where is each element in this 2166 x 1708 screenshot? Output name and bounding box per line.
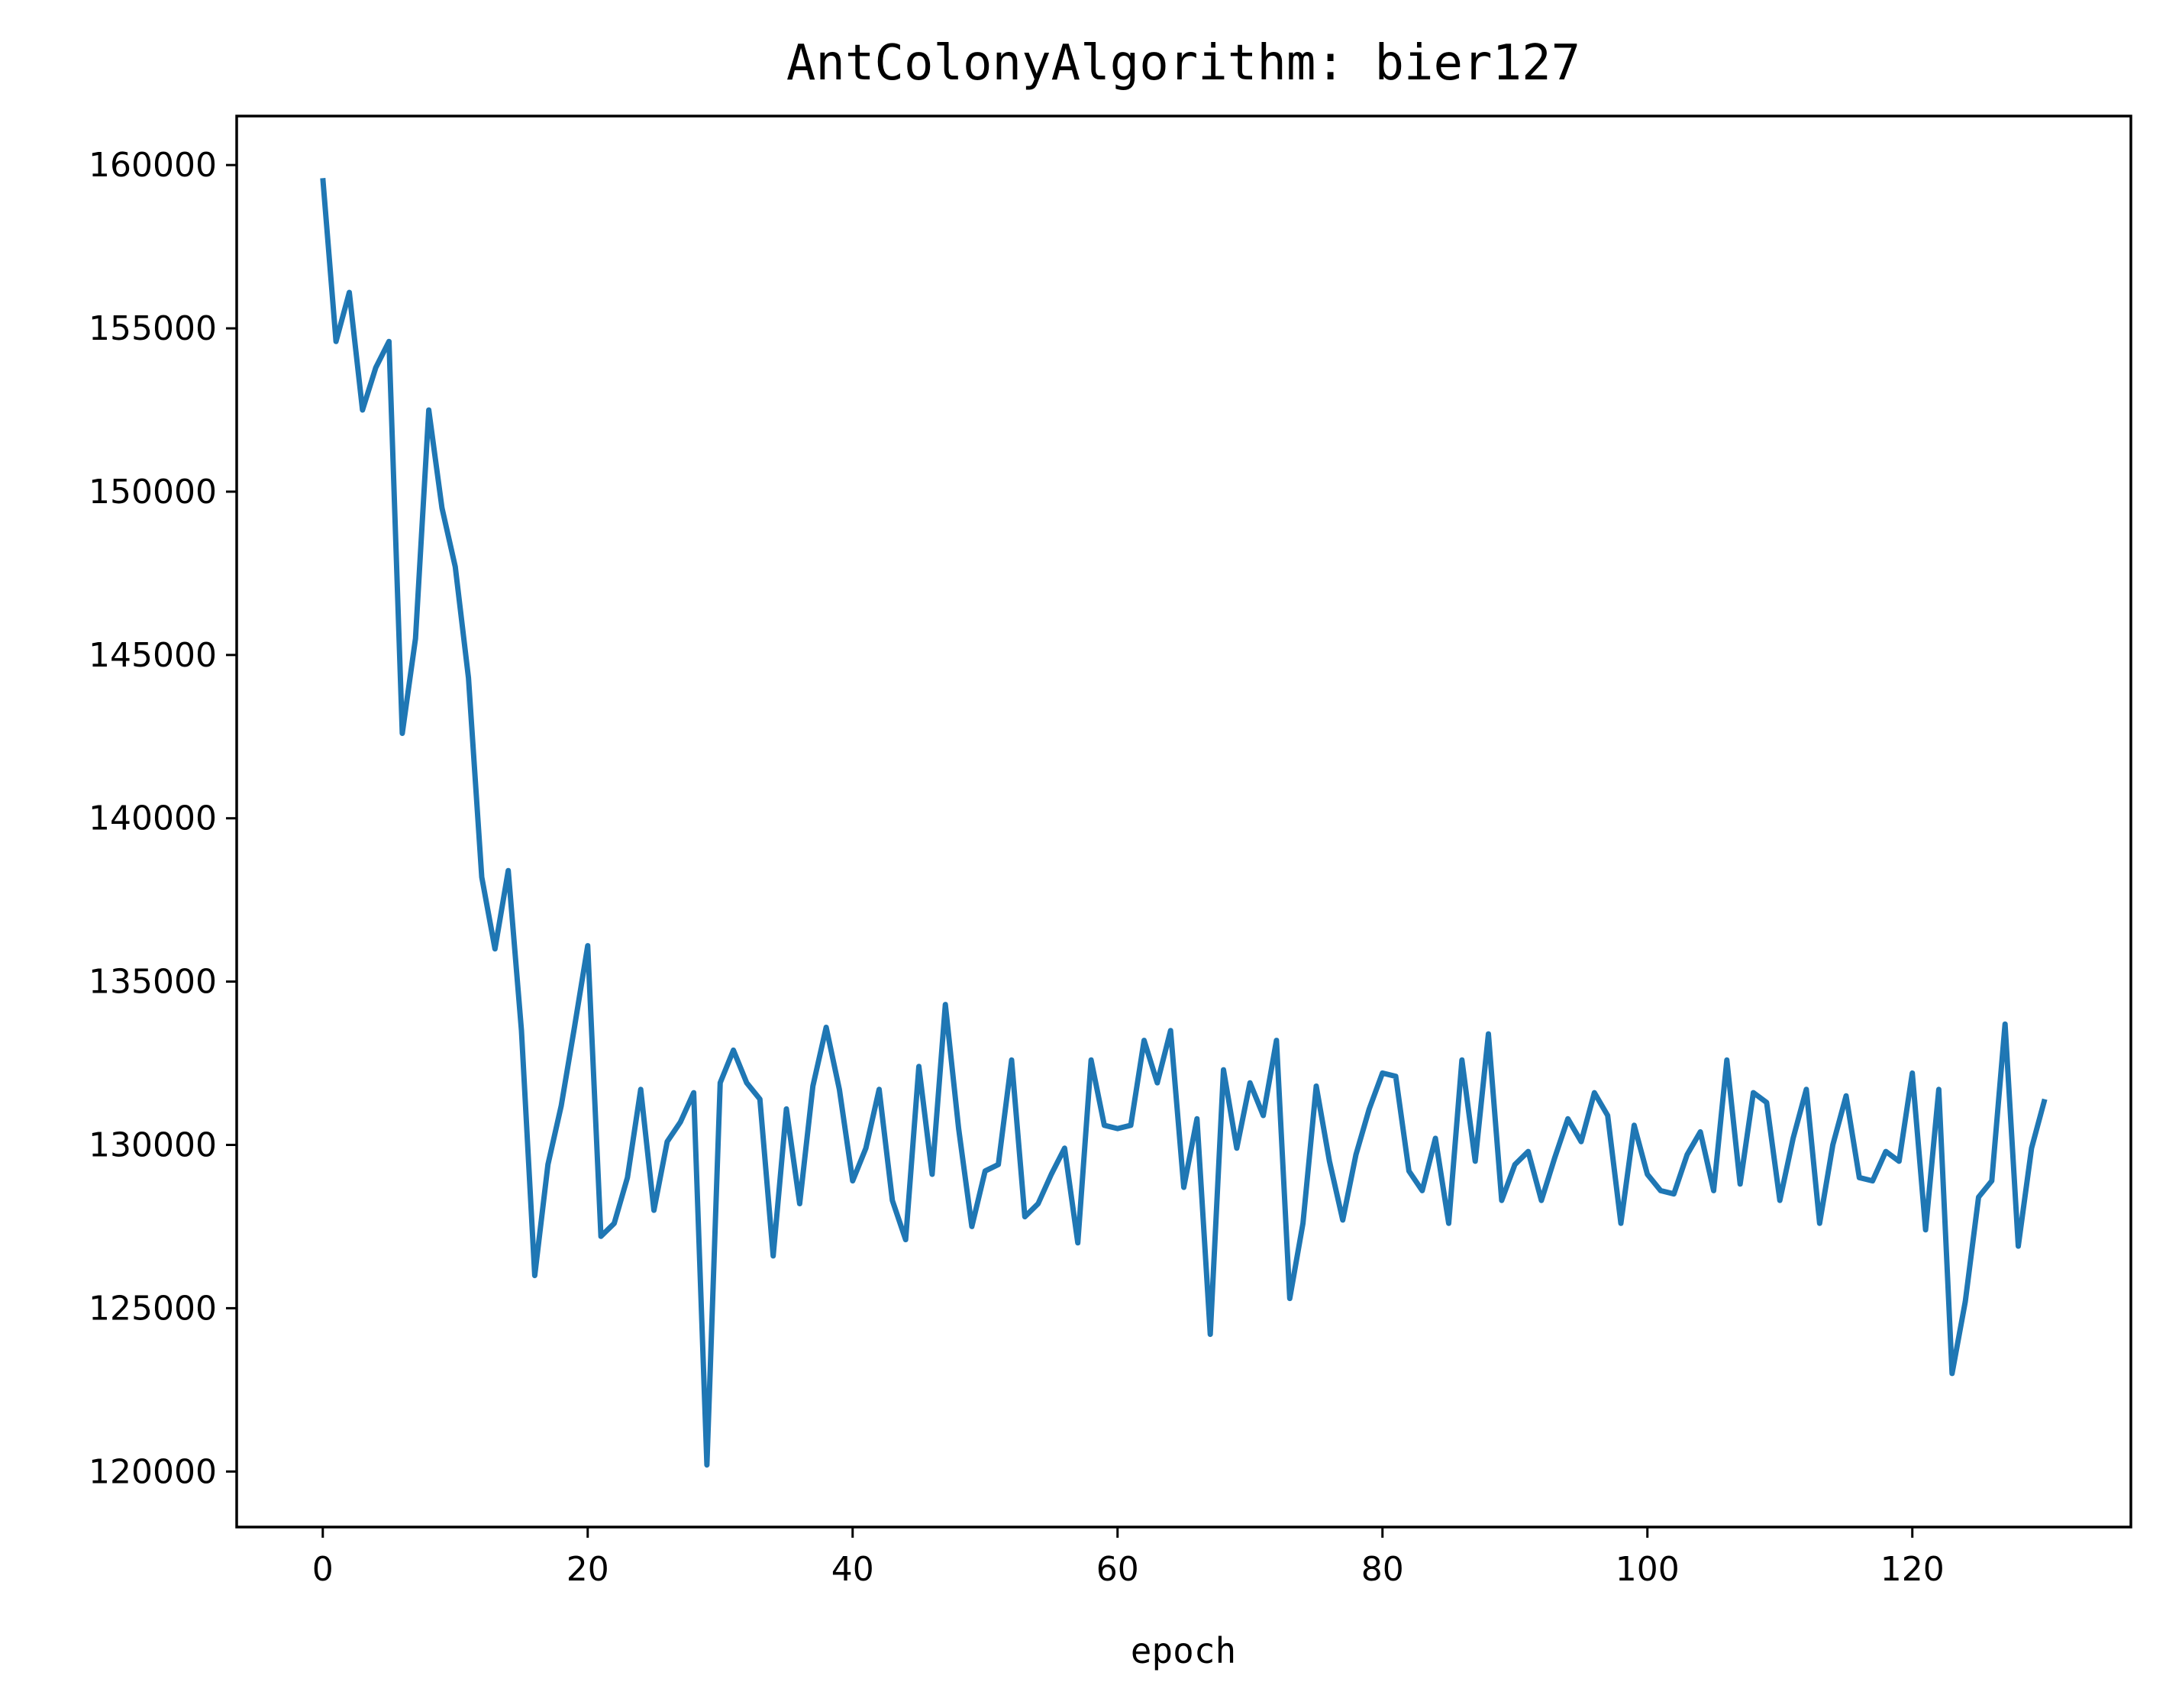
x-tick-label: 60: [1096, 1550, 1139, 1589]
x-axis-label: epoch: [1131, 1630, 1236, 1671]
y-tick-label: 155000: [89, 309, 217, 348]
x-tick-label: 40: [831, 1550, 874, 1589]
series-line: [320, 178, 2048, 1468]
y-tick-label: 150000: [89, 473, 217, 512]
y-tick-label: 140000: [89, 799, 217, 838]
x-tick-label: 80: [1361, 1550, 1404, 1589]
y-tick-label: 125000: [89, 1289, 217, 1328]
y-tick-label: 160000: [89, 146, 217, 185]
y-tick-label: 120000: [89, 1452, 217, 1491]
y-tick-label: 145000: [89, 636, 217, 675]
x-tick-label: 20: [567, 1550, 609, 1589]
series-layer: [320, 178, 2048, 1468]
x-tick-label: 120: [1880, 1550, 1945, 1589]
y-tick-label: 130000: [89, 1126, 217, 1165]
y-tick-label: 135000: [89, 963, 217, 1002]
plot-area-frame: [235, 115, 2132, 1529]
x-tick-label: 0: [312, 1550, 334, 1589]
chart-title: AntColonyAlgorithm: bier127: [786, 35, 1580, 92]
x-tick-label: 100: [1616, 1550, 1680, 1589]
tick-layer: 0 20 40 60 80 100 120 120000 125000 130000 135000 1…: [89, 146, 1945, 1589]
